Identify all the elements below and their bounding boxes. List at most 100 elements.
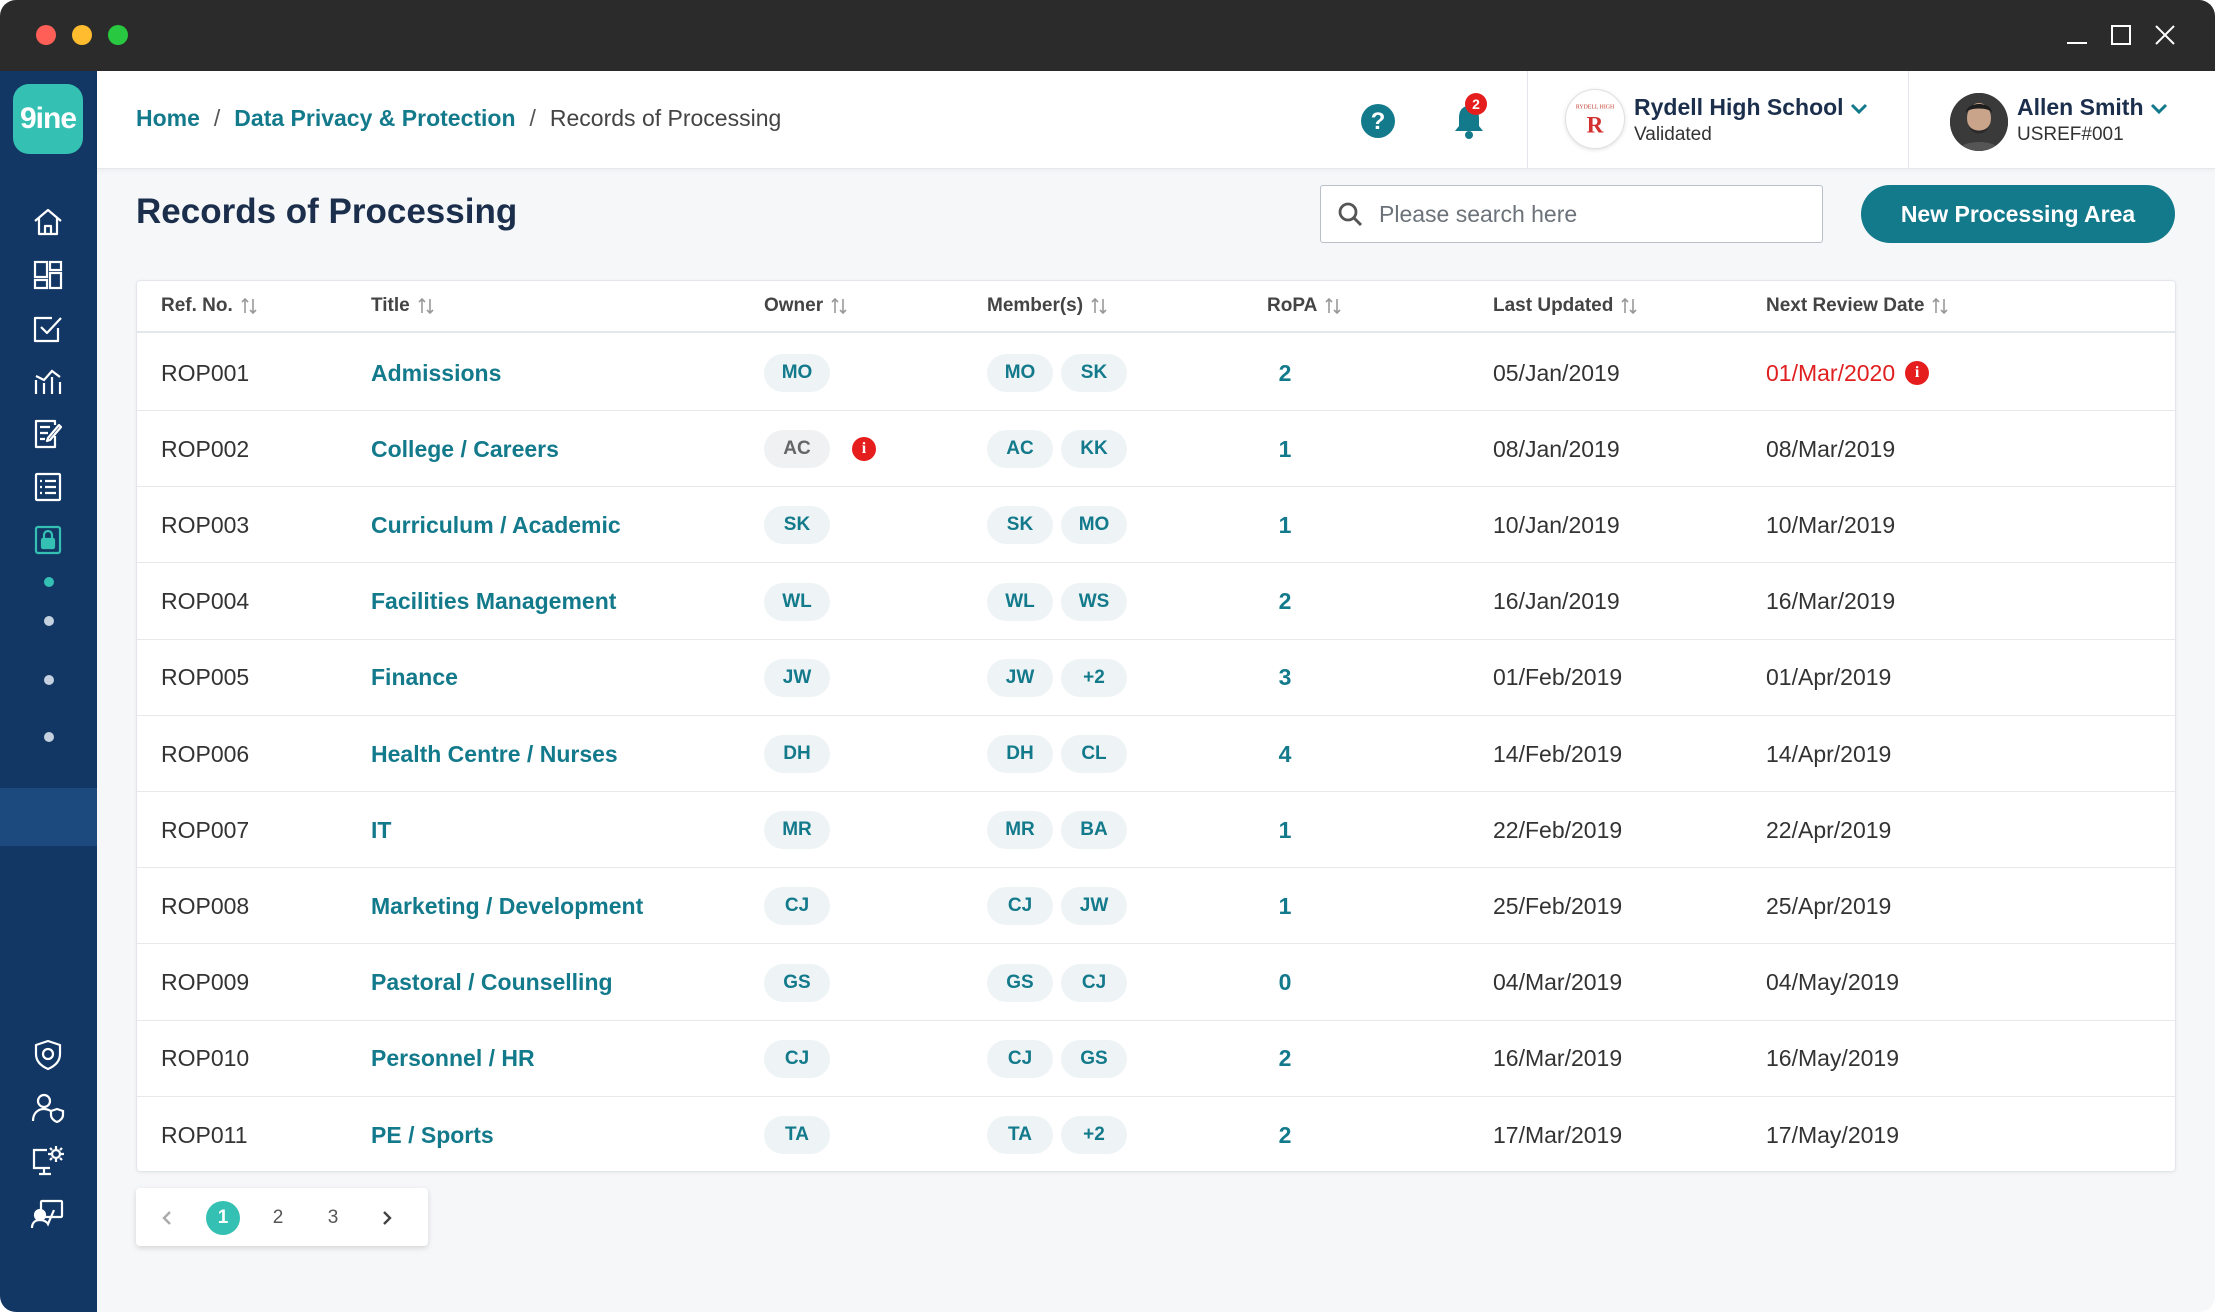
next-page-button[interactable] <box>370 1201 404 1235</box>
member-chip[interactable]: JW <box>987 658 1053 697</box>
search-input[interactable] <box>1379 200 1799 228</box>
avatar[interactable] <box>1950 93 2008 151</box>
member-chip[interactable]: DH <box>987 735 1053 773</box>
member-chip[interactable]: SK <box>987 506 1053 545</box>
owner-chip[interactable]: WL <box>764 582 830 621</box>
owner-chip[interactable]: JW <box>764 658 830 697</box>
table-row[interactable]: ROP006 Health Centre / Nurses DH DH CL 4 14/Fe… <box>137 716 2175 792</box>
title-link[interactable]: Marketing / Development <box>371 892 644 919</box>
minimize-icon[interactable] <box>2060 18 2094 52</box>
member-chip[interactable]: MO <box>1061 506 1127 545</box>
owner-chip[interactable]: TA <box>764 1116 830 1154</box>
table-row[interactable]: ROP008 Marketing / Development CJ CJ JW 1 25/F… <box>137 868 2175 945</box>
title-link[interactable]: Pastoral / Counselling <box>371 969 613 996</box>
ropa-count[interactable]: 1 <box>1278 435 1292 462</box>
school-switcher[interactable]: Rydell High School <box>1634 94 1868 121</box>
member-chip[interactable]: MO <box>987 354 1053 392</box>
member-chip[interactable]: BA <box>1061 811 1127 850</box>
title-link[interactable]: Curriculum / Academic <box>371 511 621 538</box>
page-button[interactable]: 2 <box>272 1207 284 1228</box>
owner-chip[interactable]: AC <box>764 430 830 469</box>
member-chip[interactable]: +2 <box>1061 1116 1127 1154</box>
minimize-window-dot[interactable] <box>72 25 92 45</box>
analytics-icon[interactable] <box>27 360 69 402</box>
ropa-count[interactable]: 3 <box>1278 664 1292 691</box>
member-chip[interactable]: KK <box>1061 430 1127 469</box>
title-link[interactable]: Admissions <box>371 359 502 386</box>
maximize-window-dot[interactable] <box>108 25 128 45</box>
ropa-count[interactable]: 2 <box>1278 1121 1292 1148</box>
user-shield-icon[interactable] <box>27 1087 69 1129</box>
list-icon[interactable] <box>27 466 69 508</box>
training-icon[interactable] <box>27 1193 69 1235</box>
header-col-owner[interactable]: Owner <box>764 295 847 317</box>
maximize-icon[interactable] <box>2104 18 2138 52</box>
overdue-alert-icon[interactable]: i <box>1905 361 1930 385</box>
close-window-dot[interactable] <box>36 25 56 45</box>
table-row[interactable]: ROP005 Finance JW JW +2 3 01/Feb/2019 01/Apr/20… <box>137 640 2175 716</box>
table-row[interactable]: ROP004 Facilities Management WL WL WS 2 16/Jan… <box>137 564 2175 640</box>
member-chip[interactable]: MR <box>987 811 1053 850</box>
ropa-count[interactable]: 1 <box>1278 511 1292 538</box>
member-chip[interactable]: CJ <box>987 887 1053 926</box>
table-row[interactable]: ROP011 PE / Sports TA TA +2 2 17/Mar/2019 17/Ma… <box>137 1097 2175 1173</box>
owner-chip[interactable]: MO <box>764 354 830 392</box>
sidebar-subitem-3[interactable] <box>44 675 54 685</box>
ropa-count[interactable]: 2 <box>1278 588 1292 615</box>
table-row[interactable]: ROP002 College / Careers AC i AC KK 1 08/Jan/20… <box>137 411 2175 488</box>
new-processing-area-button[interactable]: New Processing Area <box>1861 185 2175 243</box>
document-edit-icon[interactable] <box>27 413 69 455</box>
ropa-count[interactable]: 2 <box>1278 1045 1292 1072</box>
page-button[interactable]: 1 <box>206 1201 240 1235</box>
search-box[interactable] <box>1320 185 1823 243</box>
title-link[interactable]: Facilities Management <box>371 588 617 615</box>
lock-icon[interactable] <box>27 519 69 561</box>
owner-chip[interactable]: DH <box>764 735 830 773</box>
breadcrumb-section[interactable]: Data Privacy & Protection <box>234 105 516 131</box>
member-chip[interactable]: CJ <box>1061 963 1127 1002</box>
ropa-count[interactable]: 0 <box>1278 969 1292 996</box>
monitor-settings-icon[interactable] <box>27 1140 69 1182</box>
header-col-title[interactable]: Title <box>371 295 434 317</box>
owner-chip[interactable]: SK <box>764 506 830 545</box>
ropa-count[interactable]: 2 <box>1278 359 1292 386</box>
title-link[interactable]: College / Careers <box>371 435 559 462</box>
title-link[interactable]: Personnel / HR <box>371 1045 535 1072</box>
member-chip[interactable]: CL <box>1061 735 1127 773</box>
owner-chip[interactable]: CJ <box>764 887 830 926</box>
close-icon[interactable] <box>2148 18 2182 52</box>
sidebar-subitem-2[interactable] <box>44 616 54 626</box>
dashboard-icon[interactable] <box>27 254 69 296</box>
table-row[interactable]: ROP010 Personnel / HR CJ CJ GS 2 16/Mar/2019 16… <box>137 1021 2175 1097</box>
member-chip[interactable]: SK <box>1061 354 1127 392</box>
page-button[interactable]: 3 <box>327 1207 339 1228</box>
table-row[interactable]: ROP001 Admissions MO MO SK 2 05/Jan/2019 01/Mar… <box>137 335 2175 411</box>
owner-chip[interactable]: CJ <box>764 1039 830 1078</box>
app-logo[interactable]: 9ine <box>13 84 83 154</box>
title-link[interactable]: PE / Sports <box>371 1121 494 1148</box>
member-chip[interactable]: AC <box>987 430 1053 469</box>
header-col-members[interactable]: Member(s) <box>987 295 1107 317</box>
breadcrumb-home[interactable]: Home <box>136 105 200 131</box>
shield-icon[interactable] <box>27 1034 69 1076</box>
home-icon[interactable] <box>27 201 69 243</box>
ropa-count[interactable]: 1 <box>1278 892 1292 919</box>
member-chip[interactable]: CJ <box>987 1039 1053 1078</box>
member-chip[interactable]: WS <box>1061 582 1127 621</box>
member-chip[interactable]: +2 <box>1061 658 1127 697</box>
owner-chip[interactable]: GS <box>764 963 830 1002</box>
member-chip[interactable]: GS <box>987 963 1053 1002</box>
table-row[interactable]: ROP007 IT MR MR BA 1 22/Feb/2019 22/Apr/2019 <box>137 792 2175 869</box>
owner-chip[interactable]: MR <box>764 811 830 850</box>
table-row[interactable]: ROP003 Curriculum / Academic SK SK MO 1 10/Jan… <box>137 487 2175 564</box>
header-col-ropa[interactable]: RoPA <box>1267 295 1341 317</box>
prev-page-button[interactable] <box>150 1201 184 1235</box>
user-menu[interactable]: Allen Smith <box>2017 94 2168 121</box>
help-icon[interactable]: ? <box>1360 103 1396 139</box>
member-chip[interactable]: TA <box>987 1116 1053 1154</box>
member-chip[interactable]: WL <box>987 582 1053 621</box>
header-col-next-review[interactable]: Next Review Date <box>1766 295 1948 317</box>
ropa-count[interactable]: 1 <box>1278 816 1292 843</box>
member-chip[interactable]: JW <box>1061 887 1127 926</box>
header-col-ref[interactable]: Ref. No. <box>161 295 257 317</box>
